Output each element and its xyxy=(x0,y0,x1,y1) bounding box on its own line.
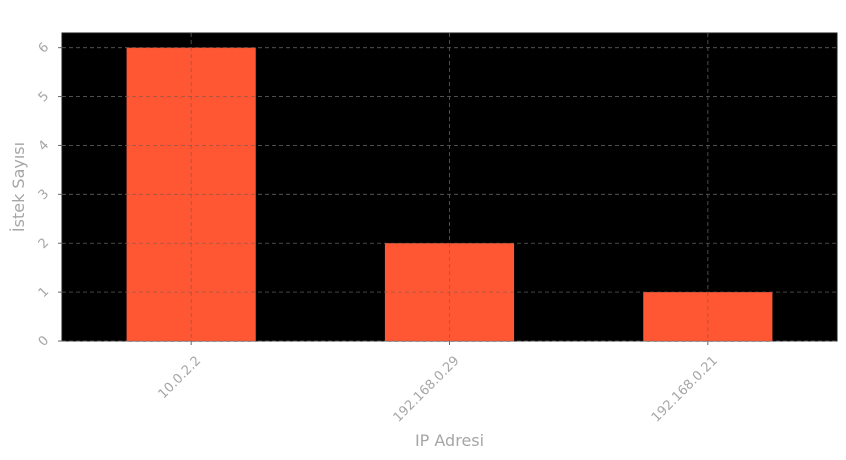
y-tick-label: 1 xyxy=(36,284,52,300)
x-tick-label: 192.168.0.21 xyxy=(649,353,721,425)
y-axis-label: İstek Sayısı xyxy=(9,142,28,232)
y-tick-label: 2 xyxy=(36,235,52,251)
x-tick-label: 192.168.0.29 xyxy=(391,353,463,425)
x-axis-ticks: 10.0.2.2 192.168.0.29 192.168.0.21 xyxy=(156,341,721,425)
x-tick-label: 10.0.2.2 xyxy=(156,353,205,402)
y-axis-ticks: 0 1 2 3 4 5 6 xyxy=(36,40,62,350)
y-tick-label: 0 xyxy=(36,333,52,349)
y-tick-label: 6 xyxy=(36,40,52,56)
y-tick-label: 5 xyxy=(36,89,52,105)
y-tick-label: 4 xyxy=(36,138,52,154)
x-axis-label: IP Adresi xyxy=(415,431,484,450)
y-tick-label: 3 xyxy=(36,187,52,203)
